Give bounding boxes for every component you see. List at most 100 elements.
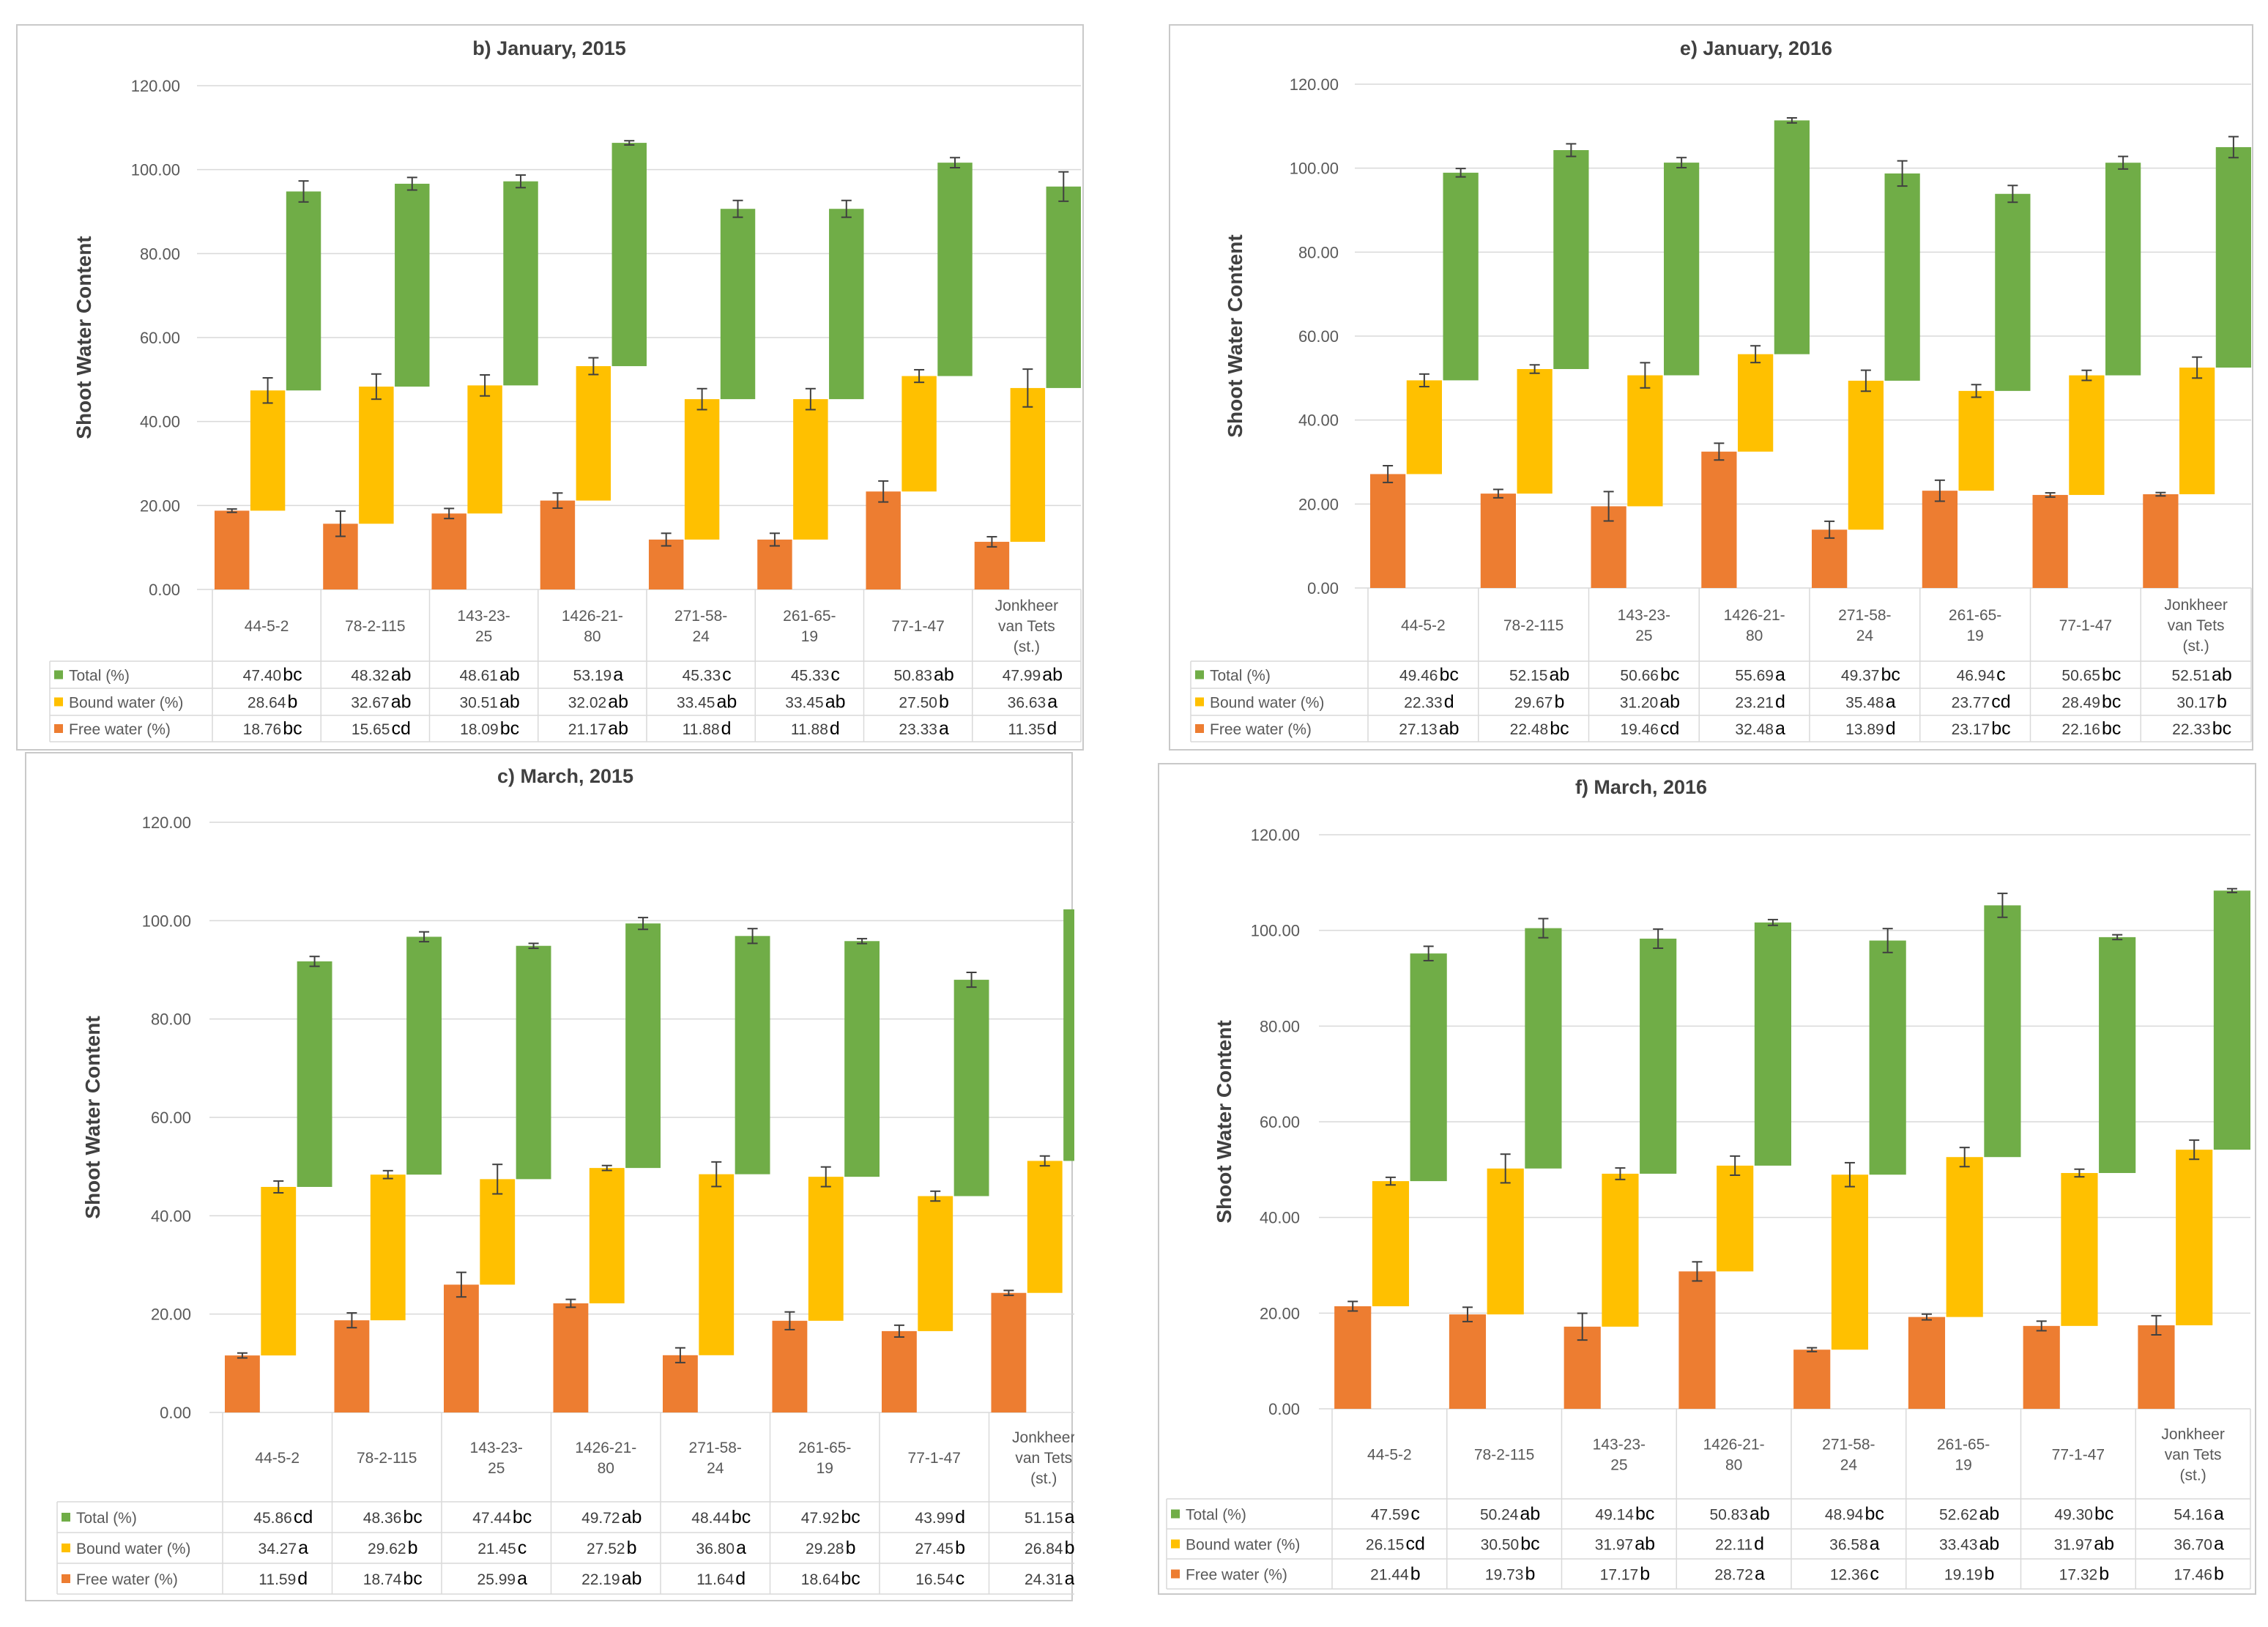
table-cell: 50.83ab: [1709, 1504, 1769, 1524]
table-cell: 18.76bc: [243, 718, 302, 739]
table-cell: 17.46b: [2174, 1564, 2223, 1585]
chart-january-2015: b) January, 2015 Shoot Water Content 0.00 2…: [49, 37, 1082, 742]
bar-free-44-5-2: [1370, 474, 1406, 588]
bar-free-261-65-19: [757, 539, 792, 589]
y-tick-label: 100.00: [1251, 922, 1300, 940]
data-table: 44-5-2 78-2-115 143-23-25 1426-21-80 271-58-…: [1166, 1409, 2251, 1590]
bar-bound-77-1-47: [2069, 375, 2105, 495]
chart-title: b) January, 2015: [472, 37, 626, 59]
bar-free-271-58-24: [1812, 529, 1848, 588]
y-tick-label: 120.00: [142, 814, 191, 832]
table-cell: 47.40bc: [243, 665, 302, 685]
table-cell: 13.89d: [1845, 718, 1895, 739]
data-table: 44-5-2 78-2-115 143-23-25 1426-21-80 271-58-…: [49, 589, 1082, 742]
y-tick-label: 80.00: [140, 245, 180, 263]
bar-free-261-65-19: [772, 1320, 808, 1412]
table-cell: 31.97ab: [1595, 1534, 1655, 1555]
y-tick-label: 0.00: [160, 1404, 191, 1422]
table-cell: 32.48a: [1735, 718, 1785, 739]
bar-total-143-23-25: [516, 945, 551, 1180]
legend-key-free: [54, 724, 63, 733]
category-label-jonkheer-van-tets-st: Jonkheer van Tets (st.): [2164, 597, 2227, 655]
bar-bound-77-1-47: [918, 1196, 953, 1331]
bar-free-77-1-47: [2032, 494, 2068, 588]
table-cell: 30.17b: [2176, 692, 2226, 712]
y-tick-label: 60.00: [151, 1109, 191, 1127]
bar-total-271-58-24: [735, 936, 770, 1174]
table-cell: 30.50bc: [1481, 1534, 1540, 1555]
category-label-44-5-2: 44-5-2: [255, 1450, 300, 1467]
table-cell: 47.99ab: [1003, 665, 1063, 685]
table-cell: 29.67b: [1514, 692, 1564, 712]
chart-title: f) March, 2016: [1575, 776, 1707, 798]
table-cell: 26.84b: [1025, 1538, 1074, 1558]
bar-bound-jonkheer-van-tets-st: [1010, 387, 1046, 542]
bar-bound-1426-21-80: [1717, 1165, 1754, 1272]
table-cell: 33.45ab: [785, 692, 845, 712]
legend-key-free: [62, 1574, 70, 1583]
bar-free-261-65-19: [1908, 1317, 1946, 1409]
table-cell: 12.36c: [1830, 1564, 1879, 1585]
bar-bound-78-2-115: [359, 386, 394, 524]
table-cell: 11.88d: [683, 718, 732, 739]
bar-total-78-2-115: [1525, 928, 1562, 1169]
table-cell: 47.59c: [1371, 1504, 1420, 1524]
y-axis-label: Shoot Water Content: [81, 1016, 104, 1218]
bar-total-78-2-115: [1553, 150, 1589, 370]
chart-title: c) March, 2015: [497, 765, 633, 787]
bar-free-jonkheer-van-tets-st: [991, 1292, 1027, 1412]
y-tick-label: 60.00: [1260, 1113, 1300, 1131]
table-cell: 43.99d: [915, 1507, 965, 1527]
table-cell: 49.30bc: [2054, 1504, 2113, 1524]
table-cell: 18.64bc: [801, 1568, 860, 1589]
table-cell: 28.49bc: [2061, 692, 2121, 712]
row-label-total: Total (%): [76, 1510, 137, 1527]
bar-bound-143-23-25: [1627, 375, 1663, 507]
bar-total-261-65-19: [829, 209, 864, 400]
bar-free-78-2-115: [1449, 1314, 1487, 1409]
category-label-44-5-2: 44-5-2: [1367, 1447, 1412, 1464]
bar-bound-261-65-19: [1958, 390, 1994, 491]
chart-march-2015: c) March, 2015 Shoot Water Content 0.00 20.…: [56, 765, 1074, 1595]
table-cell: 11.35d: [1008, 718, 1057, 739]
table-cell: 17.32b: [2059, 1564, 2109, 1585]
row-label-bound: Bound water (%): [1210, 695, 1324, 712]
table-cell: 19.73b: [1485, 1564, 1535, 1585]
bar-total-44-5-2: [1410, 953, 1447, 1182]
table-cell: 22.19ab: [581, 1568, 642, 1589]
category-label-77-1-47: 77-1-47: [891, 618, 944, 635]
table-cell: 50.65bc: [2061, 665, 2121, 685]
table-cell: 32.67ab: [351, 692, 411, 712]
legend-key-bound: [62, 1544, 70, 1552]
bar-total-1426-21-80: [1754, 922, 1791, 1166]
table-cell: 45.33c: [683, 665, 732, 685]
bar-bound-261-65-19: [808, 1177, 844, 1321]
legend-key-free: [1195, 724, 1204, 733]
bar-bound-271-58-24: [1848, 380, 1884, 530]
bar-free-77-1-47: [866, 491, 901, 589]
y-tick-label: 0.00: [149, 581, 180, 599]
row-label-bound: Bound water (%): [76, 1541, 190, 1557]
table-cell: 32.02ab: [568, 692, 628, 712]
table-cell: 33.43ab: [1939, 1534, 1999, 1555]
table-cell: 11.88d: [791, 718, 840, 739]
bar-free-77-1-47: [2023, 1325, 2060, 1409]
bar-free-jonkheer-van-tets-st: [974, 541, 1010, 589]
table-cell: 23.21d: [1735, 692, 1785, 712]
row-label-free: Free water (%): [1210, 721, 1312, 738]
table-cell: 53.19a: [573, 665, 624, 685]
table-cell: 35.48a: [1845, 692, 1896, 712]
y-tick-label: 60.00: [1298, 327, 1339, 346]
category-label-271-58-24: 271-58-24: [689, 1440, 742, 1477]
bar-total-271-58-24: [720, 209, 756, 400]
category-label-143-23-25: 143-23-25: [1618, 607, 1670, 644]
category-label-261-65-19: 261-65-19: [783, 608, 836, 645]
category-label-44-5-2: 44-5-2: [1401, 617, 1446, 634]
legend-key-bound: [1171, 1539, 1180, 1549]
category-label-77-1-47: 77-1-47: [2052, 1447, 2105, 1464]
row-label-bound: Bound water (%): [1186, 1537, 1300, 1554]
bar-bound-78-2-115: [1517, 369, 1553, 494]
table-cell: 18.74bc: [363, 1568, 423, 1589]
bar-total-44-5-2: [286, 191, 321, 391]
category-label-jonkheer-van-tets-st: Jonkheer van Tets (st.): [1012, 1429, 1074, 1487]
